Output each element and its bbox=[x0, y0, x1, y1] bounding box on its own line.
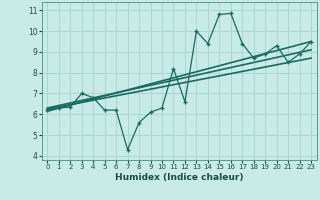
X-axis label: Humidex (Indice chaleur): Humidex (Indice chaleur) bbox=[115, 173, 244, 182]
